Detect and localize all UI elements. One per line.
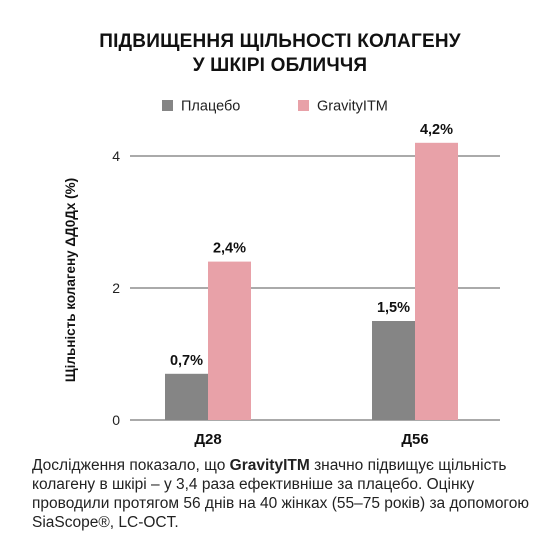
title-line-1: ПІДВИЩЕННЯ ЩІЛЬНОСТІ КОЛАГЕНУ — [99, 31, 461, 52]
data-label: 1,5% — [377, 300, 410, 316]
label-layer: 0 2 4 0,7% 2,4% Д28 1,5% 4,2% Д56 — [112, 122, 453, 448]
bar-gravityitm-1 — [208, 261, 251, 420]
legend-label: Плацебо — [181, 99, 240, 115]
bar-placebo-1 — [165, 373, 208, 420]
title-line-2: У ШКІРІ ОБЛИЧЧЯ — [192, 55, 368, 76]
data-label: 4,2% — [420, 122, 453, 138]
x-tick-label: Д28 — [194, 431, 221, 448]
legend: Плацебо GravityITM — [162, 99, 388, 115]
legend-label: GravityITM — [317, 99, 388, 115]
data-label: 2,4% — [213, 241, 246, 257]
legend-swatch — [298, 100, 309, 111]
bar-gravityitm-2 — [415, 142, 458, 421]
bar-chart: 0 2 4 0,7% 2,4% Д28 1,5% 4,2% Д56 Плацебо Gravity… — [63, 99, 500, 448]
caption: Дослідження показало, що GravityITM знач… — [32, 456, 532, 532]
x-tick-label: Д56 — [401, 431, 428, 448]
bar-placebo-2 — [372, 321, 415, 420]
caption-text-2: значно підвищує щільність колагену в шкі… — [32, 457, 529, 531]
y-axis-label: Щільність колагену ΔД0Дх (%) — [63, 178, 78, 382]
bar-layer — [165, 142, 458, 421]
caption-brand: GravityITM — [229, 457, 310, 474]
legend-swatch — [162, 100, 173, 111]
data-label: 0,7% — [170, 353, 203, 369]
chart-title: ПІДВИЩЕННЯ ЩІЛЬНОСТІ КОЛАГЕНУ У ШКІРІ ОБ… — [0, 30, 560, 78]
y-tick-label: 2 — [112, 280, 120, 296]
y-tick-label: 4 — [112, 148, 120, 164]
y-tick-label: 0 — [112, 412, 120, 428]
caption-text-1: Дослідження показало, що — [32, 457, 230, 474]
